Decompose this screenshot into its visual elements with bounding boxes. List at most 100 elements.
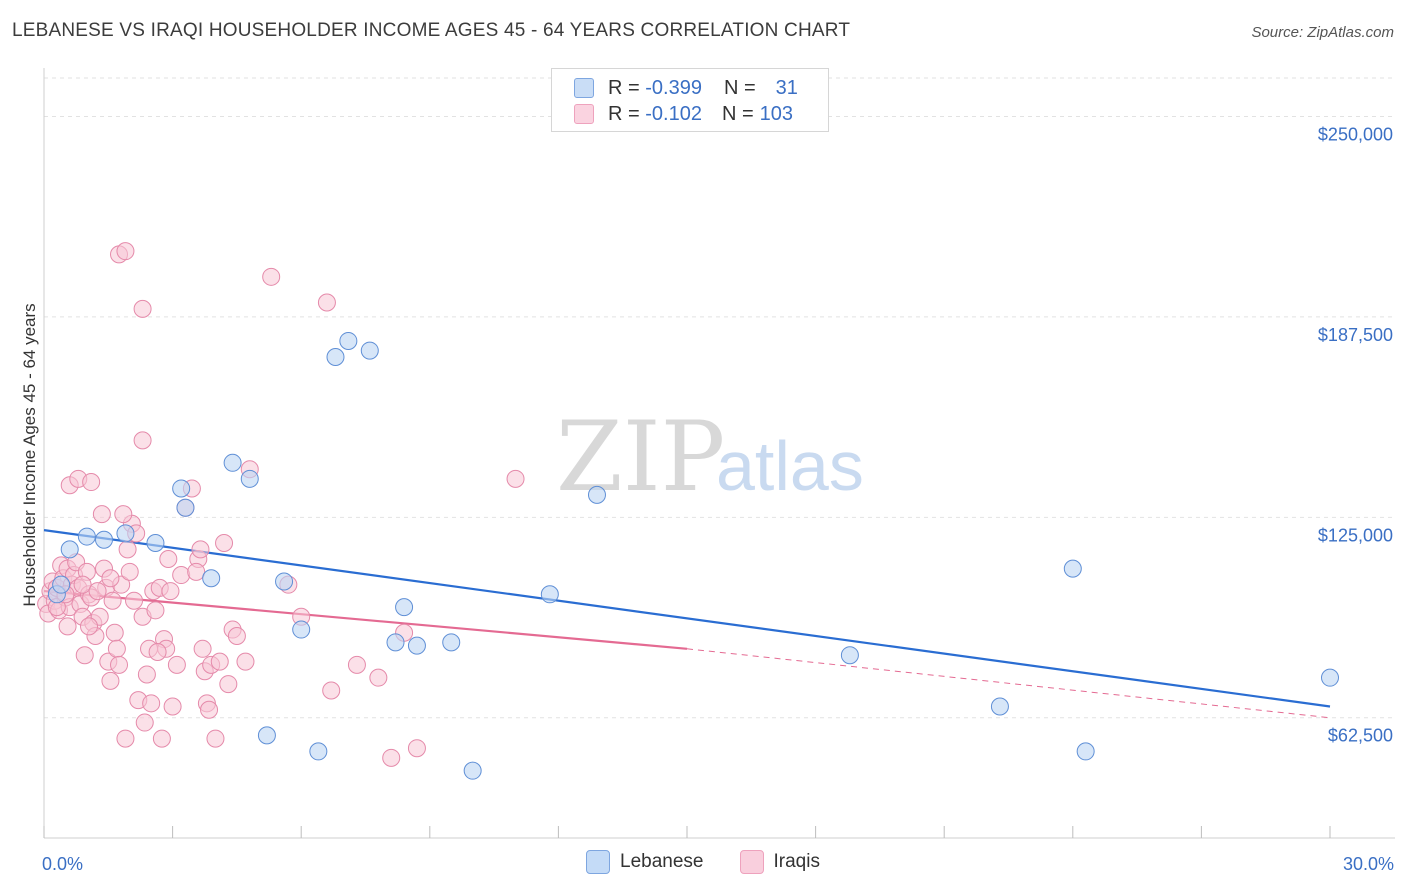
legend-r-value: -0.102 xyxy=(645,102,702,125)
iraqi-point[interactable] xyxy=(506,469,525,488)
legend-n-label: N = xyxy=(721,102,754,125)
series-legend-iraqis[interactable]: Iraqis xyxy=(739,850,820,874)
iraqi-point[interactable] xyxy=(382,748,401,767)
iraqi-point[interactable] xyxy=(148,643,167,662)
series-label-iraqis: Iraqis xyxy=(773,851,820,872)
iraqi-point[interactable] xyxy=(142,694,161,713)
iraqi-point[interactable] xyxy=(163,697,182,716)
legend-r-label: R = xyxy=(608,76,640,99)
iraqi-point[interactable] xyxy=(58,617,77,636)
iraqi-point[interactable] xyxy=(135,713,154,732)
iraqi-point[interactable] xyxy=(137,665,156,684)
lebanese-point[interactable] xyxy=(386,633,405,652)
iraqi-point[interactable] xyxy=(125,591,144,610)
lebanese-point[interactable] xyxy=(587,485,606,504)
lebanese-point[interactable] xyxy=(77,527,96,546)
iraqi-point[interactable] xyxy=(103,591,122,610)
lebanese-point[interactable] xyxy=(275,572,294,591)
iraqi-point[interactable] xyxy=(105,623,124,642)
iraqi-point[interactable] xyxy=(146,601,165,620)
iraqi-point[interactable] xyxy=(92,505,111,524)
iraqi-point[interactable] xyxy=(369,668,388,687)
iraqi-point[interactable] xyxy=(191,540,210,559)
iraqi-point[interactable] xyxy=(116,242,135,261)
lebanese-point[interactable] xyxy=(395,598,414,617)
lebanese-point[interactable] xyxy=(442,633,461,652)
iraqi-point[interactable] xyxy=(101,671,120,690)
lebanese-point[interactable] xyxy=(540,585,559,604)
series-swatch-lebanese xyxy=(586,850,611,874)
iraqi-point[interactable] xyxy=(219,675,238,694)
y-tick-label: $125,000 xyxy=(1318,525,1393,545)
iraqi-point[interactable] xyxy=(114,505,133,524)
iraqi-point[interactable] xyxy=(210,652,229,671)
iraqi-point[interactable] xyxy=(206,729,225,748)
lebanese-point[interactable] xyxy=(60,540,79,559)
iraqi-point[interactable] xyxy=(227,626,246,645)
iraqi-point[interactable] xyxy=(193,639,212,658)
lebanese-point[interactable] xyxy=(339,331,358,350)
lebanese-point[interactable] xyxy=(240,469,259,488)
iraqi-point[interactable] xyxy=(82,473,101,492)
lebanese-point[interactable] xyxy=(463,761,482,780)
iraqi-point[interactable] xyxy=(317,293,336,312)
lebanese-point[interactable] xyxy=(326,347,345,366)
iraqi-point[interactable] xyxy=(200,700,219,719)
iraqi-point[interactable] xyxy=(347,655,366,674)
iraqi-point[interactable] xyxy=(236,652,255,671)
series-legend-lebanese[interactable]: Lebanese xyxy=(586,850,704,874)
iraqi-point[interactable] xyxy=(187,562,206,581)
series-swatch-iraqis xyxy=(739,850,764,874)
iraqi-point[interactable] xyxy=(407,739,426,758)
iraqi-point[interactable] xyxy=(73,575,92,594)
legend-r-value: -0.399 xyxy=(645,76,702,99)
lebanese-point[interactable] xyxy=(176,498,195,517)
correlation-legend: R = -0.399 N = 31 R = -0.102 N = 103 xyxy=(551,68,829,132)
iraqi-point[interactable] xyxy=(322,681,341,700)
lebanese-point[interactable] xyxy=(407,636,426,655)
lebanese-point[interactable] xyxy=(116,524,135,543)
iraqi-point[interactable] xyxy=(159,550,178,569)
iraqi-point[interactable] xyxy=(215,533,234,552)
axes xyxy=(43,68,1395,839)
lebanese-point[interactable] xyxy=(257,726,276,745)
lebanese-point[interactable] xyxy=(990,697,1009,716)
watermark: ZIP atlas xyxy=(556,401,864,513)
iraqi-point[interactable] xyxy=(75,646,94,665)
iraqi-point[interactable] xyxy=(133,431,152,450)
iraqi-point[interactable] xyxy=(120,562,139,581)
iraqi-point[interactable] xyxy=(262,267,281,286)
iraqi-point[interactable] xyxy=(167,655,186,674)
lebanese-point[interactable] xyxy=(1321,668,1339,687)
lebanese-point[interactable] xyxy=(840,646,859,665)
lebanese-point[interactable] xyxy=(1076,742,1095,761)
lebanese-point[interactable] xyxy=(146,533,165,552)
y-tick-label: $250,000 xyxy=(1318,124,1393,144)
iraqi-point[interactable] xyxy=(152,729,171,748)
lebanese-point[interactable] xyxy=(223,453,242,472)
lebanese-point[interactable] xyxy=(292,620,311,639)
iraqi-points xyxy=(37,242,525,767)
trendlines xyxy=(43,529,1331,719)
lebanese-point[interactable] xyxy=(1063,559,1082,578)
iraqi-point[interactable] xyxy=(116,729,135,748)
iraqi-point[interactable] xyxy=(107,639,126,658)
lebanese-point[interactable] xyxy=(202,569,221,588)
x-tick-label: 0.0% xyxy=(42,854,83,874)
iraqi-point[interactable] xyxy=(118,540,137,559)
lebanese-point[interactable] xyxy=(360,341,379,360)
iraqi-point[interactable] xyxy=(110,655,129,674)
iraqi-point[interactable] xyxy=(88,582,107,601)
iraqi-point[interactable] xyxy=(172,566,191,585)
watermark-zip: ZIP xyxy=(556,401,725,513)
lebanese-point[interactable] xyxy=(52,575,71,594)
iraqi-point[interactable] xyxy=(101,569,120,588)
iraqi-point[interactable] xyxy=(133,299,152,318)
lebanese-point[interactable] xyxy=(95,530,114,549)
legend-n-value: 31 xyxy=(775,76,798,99)
iraqi-point[interactable] xyxy=(161,582,180,601)
iraqi-point[interactable] xyxy=(80,617,99,636)
lebanese-point[interactable] xyxy=(172,479,191,498)
lebanese-point[interactable] xyxy=(309,742,328,761)
